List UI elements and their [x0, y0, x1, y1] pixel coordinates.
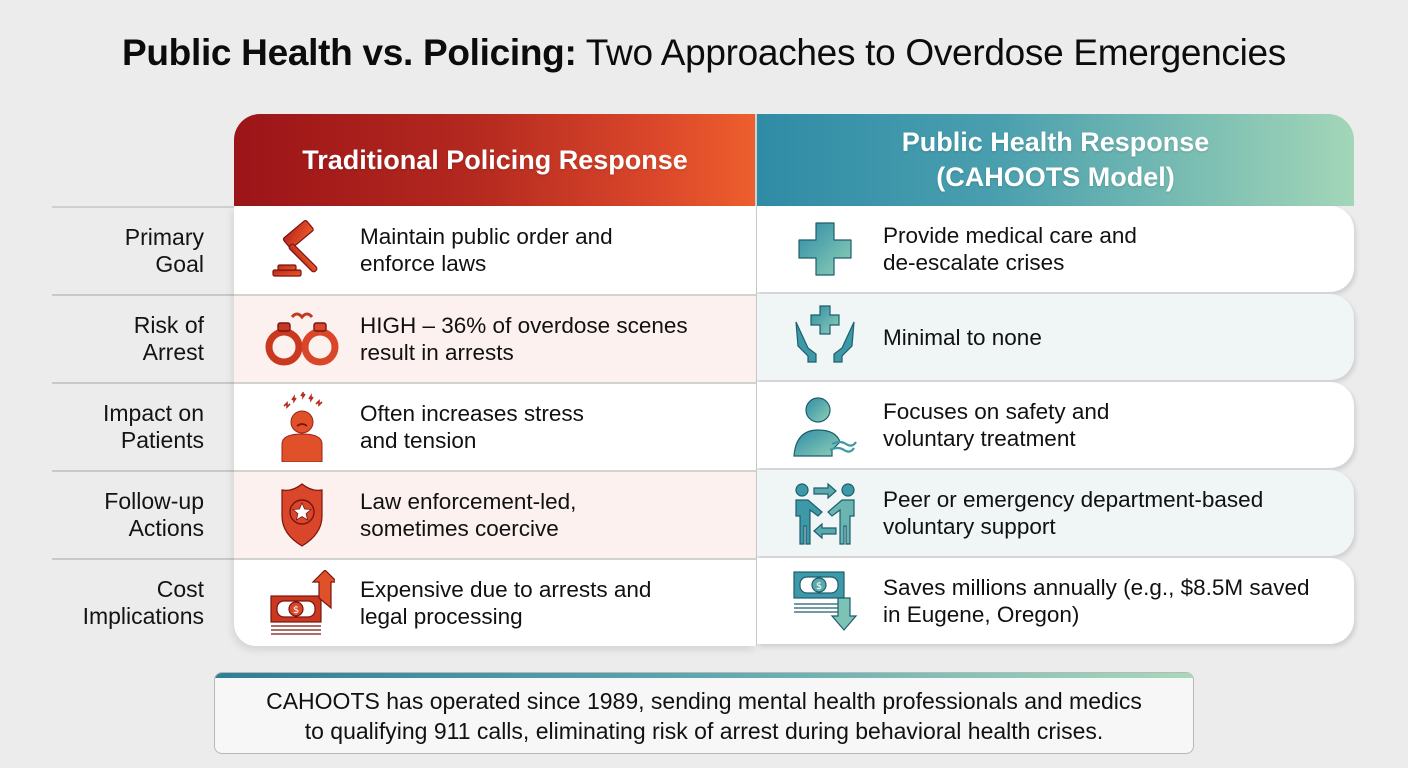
public-health-column-header: Public Health Response (CAHOOTS Model) — [757, 114, 1354, 206]
policing-cell-primary-goal: Maintain public order and enforce laws — [234, 206, 756, 294]
title-bold: Public Health vs. Policing: — [121, 32, 577, 73]
peer-support-icon — [785, 478, 865, 548]
gavel-icon — [262, 215, 342, 285]
label-line: Impact on — [103, 400, 204, 426]
page-title: Public Health vs. Policing: Two Approach… — [0, 32, 1408, 74]
row-label-impact-on-patients: Impact on Patients — [52, 382, 234, 470]
footer-note: CAHOOTS has operated since 1989, sending… — [214, 672, 1194, 754]
cell-line: Law enforcement-led, — [360, 489, 577, 514]
policing-cell-follow-up-actions: Law enforcement-led, sometimes coercive — [234, 470, 756, 558]
footer-note-line2: to qualifying 911 calls, eliminating ris… — [304, 718, 1104, 744]
public-health-cell-risk-of-arrest: Minimal to none — [757, 294, 1354, 380]
stressed-person-icon — [262, 392, 342, 462]
cell-line: result in arrests — [360, 340, 514, 365]
medical-cross-icon — [785, 214, 865, 284]
cell-line: and tension — [360, 428, 477, 453]
svg-text:$: $ — [293, 605, 299, 616]
cell-line: sometimes coercive — [360, 516, 559, 541]
caring-hands-icon — [785, 302, 865, 372]
label-line: Implications — [82, 603, 204, 629]
svg-text:$: $ — [816, 581, 822, 592]
cell-line: Focuses on safety and — [883, 399, 1110, 424]
cell-line: Peer or emergency department-based — [883, 487, 1264, 512]
cell-line: Often increases stress — [360, 401, 584, 426]
cell-line: enforce laws — [360, 251, 487, 276]
title-light: Two Approaches to Overdose Emergencies — [585, 32, 1287, 73]
cell-line: legal processing — [360, 604, 523, 629]
cell-line: Expensive due to arrests and — [360, 577, 652, 602]
cell-line: Minimal to none — [883, 324, 1042, 350]
label-line: Follow-up — [104, 488, 204, 514]
cell-line: de-escalate crises — [883, 250, 1065, 275]
policing-header-label: Traditional Policing Response — [302, 144, 688, 175]
row-label-cost-implications: Cost Implications — [52, 558, 234, 646]
label-line: Goal — [155, 251, 204, 277]
label-line: Patients — [120, 427, 204, 453]
column-divider — [755, 114, 757, 646]
cell-line: Saves millions annually (e.g., $8.5M sav… — [883, 575, 1310, 600]
row-label-follow-up-actions: Follow-up Actions — [52, 470, 234, 558]
footer-note-line1: CAHOOTS has operated since 1989, sending… — [266, 688, 1142, 714]
policing-cell-risk-of-arrest: HIGH – 36% of overdose scenes result in a… — [234, 294, 756, 382]
calm-person-icon — [785, 390, 865, 460]
public-health-cell-primary-goal: Provide medical care and de-escalate cris… — [757, 206, 1354, 292]
cell-line: HIGH – 36% of overdose scenes — [360, 313, 688, 338]
public-health-cell-impact-on-patients: Focuses on safety and voluntary treatment — [757, 382, 1354, 468]
public-health-header-line1: Public Health Response — [901, 127, 1210, 157]
cell-line: Provide medical care and — [883, 223, 1137, 248]
row-labels: Primary Goal Risk of Arrest Impact on Patie… — [52, 206, 234, 646]
money-up-icon: $ — [262, 568, 342, 638]
policing-cell-cost-implications: $ Expensive due to arrests and legal proc… — [234, 558, 756, 646]
label-line: Risk of — [133, 312, 204, 338]
police-badge-icon — [262, 480, 342, 550]
public-health-column: Provide medical care and de-escalate cris… — [757, 206, 1354, 646]
label-line: Primary — [124, 224, 204, 250]
cell-line: voluntary treatment — [883, 426, 1076, 451]
row-label-primary-goal: Primary Goal — [52, 206, 234, 294]
label-line: Actions — [128, 515, 204, 541]
policing-cell-impact-on-patients: Often increases stress and tension — [234, 382, 756, 470]
policing-column: Maintain public order and enforce laws HI… — [234, 206, 756, 646]
cell-line: voluntary support — [883, 514, 1056, 539]
label-line: Arrest — [142, 339, 204, 365]
row-label-risk-of-arrest: Risk of Arrest — [52, 294, 234, 382]
handcuffs-icon — [262, 304, 342, 374]
public-health-cell-cost-implications: $ Saves millions annually (e.g., $8.5M s… — [757, 558, 1354, 644]
policing-column-header: Traditional Policing Response — [234, 114, 756, 206]
cell-line: Maintain public order and — [360, 224, 613, 249]
public-health-header-line2: (CAHOOTS Model) — [936, 162, 1175, 192]
public-health-cell-follow-up-actions: Peer or emergency department-based volunt… — [757, 470, 1354, 556]
cell-line: in Eugene, Oregon) — [883, 602, 1080, 627]
money-down-icon: $ — [785, 566, 865, 636]
label-line: Cost — [156, 576, 204, 602]
